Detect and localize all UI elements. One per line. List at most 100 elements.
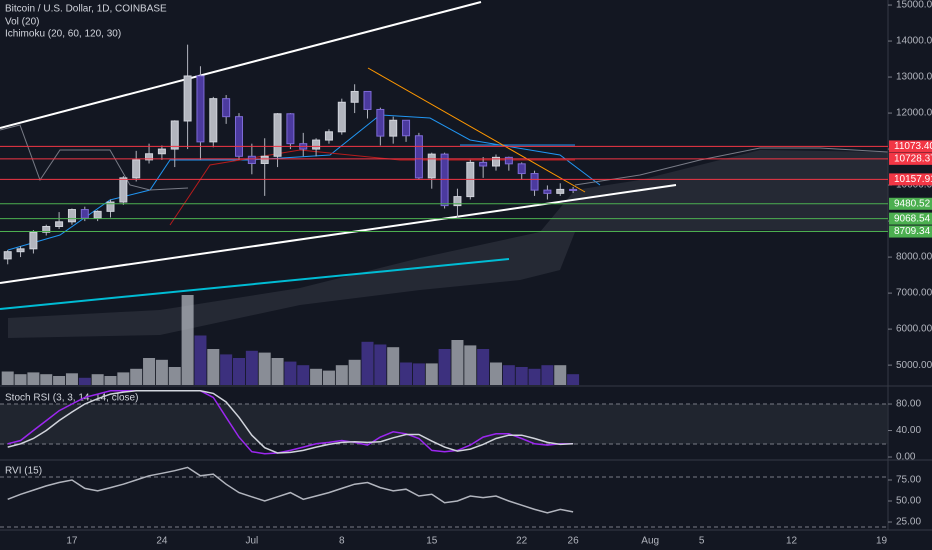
indicator-line — [7, 390, 574, 455]
volume-bar — [181, 295, 194, 385]
candle-body — [119, 177, 128, 203]
price-level-tag — [889, 225, 932, 238]
candle-body — [16, 248, 25, 253]
candle-body — [569, 188, 578, 191]
candle-body — [453, 196, 462, 207]
channel-bottom — [0, 184, 677, 284]
volume-bar — [438, 349, 451, 385]
y-tick-label: 12000.00 — [896, 108, 932, 119]
candle-body — [492, 156, 500, 167]
candle-body — [350, 90, 359, 103]
candle-body — [504, 156, 513, 165]
volume-bar — [567, 374, 580, 385]
candle-body — [363, 90, 372, 110]
candle-body — [55, 221, 64, 227]
volume-bar — [245, 350, 258, 385]
volume-bar — [220, 354, 233, 385]
y-tick-label: 50.00 — [896, 496, 921, 507]
x-tick-label: Jul — [245, 536, 258, 547]
candle-body — [402, 119, 411, 137]
volume-bar — [322, 370, 335, 385]
price-level-label: 9068.54 — [894, 213, 931, 224]
y-tick-label: 0.00 — [896, 452, 916, 463]
volume-bar — [387, 347, 400, 385]
candle-body — [273, 113, 282, 157]
x-tick-label: 12 — [786, 536, 798, 547]
candle-body — [157, 148, 166, 155]
volume-bar — [310, 368, 323, 385]
candle-body — [93, 210, 102, 219]
x-tick-label: 22 — [516, 536, 528, 547]
candle-body — [543, 189, 552, 194]
candle-body — [556, 188, 565, 194]
volume-bar — [271, 358, 284, 385]
price-level-label: 8709.34 — [894, 226, 931, 237]
indicator-line — [7, 390, 574, 454]
x-tick-label: Aug — [641, 536, 659, 547]
price-level-tag — [889, 140, 932, 153]
volume-bar — [528, 368, 541, 385]
candle-body — [235, 116, 243, 157]
candle-body — [247, 155, 256, 164]
ichimoku-base — [7, 114, 601, 251]
candle-body — [183, 75, 192, 122]
volume-bar — [425, 363, 438, 385]
candle-body — [80, 209, 89, 219]
volume-bar — [207, 349, 220, 385]
x-tick-label: 26 — [568, 536, 580, 547]
volume-bar — [258, 352, 271, 385]
downtrend — [367, 67, 586, 193]
candle-body — [29, 231, 38, 250]
candle-body — [209, 98, 218, 143]
candle-body — [414, 135, 423, 179]
volume-bar — [335, 365, 348, 385]
candle-body — [389, 119, 398, 137]
ichimoku-conversion — [169, 149, 575, 226]
candle-body — [479, 161, 488, 167]
volume-bar — [130, 368, 143, 385]
trend-cyan — [0, 258, 510, 310]
indicator-label: Ichimoku (20, 60, 120, 30) — [5, 29, 121, 40]
chart-title: Bitcoin / U.S. Dollar, 1D, COINBASE — [5, 4, 167, 15]
volume-bar — [361, 341, 374, 385]
channel-top — [0, 1, 482, 129]
volume-bar — [27, 372, 40, 385]
volume-bar — [14, 374, 27, 385]
candle-body — [106, 201, 115, 212]
y-tick-label: 6000.00 — [896, 324, 932, 335]
candle-body — [260, 155, 269, 164]
x-tick-label: 8 — [339, 536, 345, 547]
y-tick-label: 5000.00 — [896, 360, 932, 371]
price-level-tag — [889, 212, 932, 225]
volume-bar — [451, 340, 464, 385]
candle-body — [132, 159, 141, 179]
y-tick-label: 80.00 — [896, 399, 921, 410]
volume-bar — [412, 363, 425, 385]
price-level-tag — [889, 152, 932, 165]
candle-body — [170, 120, 179, 150]
volume-bar — [541, 365, 554, 385]
x-tick-label: 5 — [699, 536, 705, 547]
panel-title: RVI (15) — [5, 466, 42, 477]
y-tick-label: 13000.00 — [896, 72, 932, 83]
y-tick-label: 75.00 — [896, 475, 921, 486]
volume-bar — [477, 349, 490, 385]
x-tick-label: 24 — [156, 536, 168, 547]
volume-bar — [168, 367, 181, 385]
candle-body — [337, 101, 346, 133]
volume-bar — [490, 362, 502, 385]
x-tick-label: 17 — [66, 536, 78, 547]
ichimoku-cloud — [8, 150, 888, 338]
volume-bar — [65, 373, 78, 385]
y-tick-label: 8000.00 — [896, 252, 932, 263]
volume-bar — [284, 361, 297, 385]
candle-body — [3, 251, 12, 260]
y-tick-label: 40.00 — [896, 425, 921, 436]
candle-body — [427, 153, 436, 179]
y-tick-label: 25.00 — [896, 517, 921, 528]
ichimoku-lagging — [0, 124, 189, 191]
volume-bar — [554, 365, 567, 385]
candle-body — [376, 108, 385, 137]
price-level-tag — [889, 197, 932, 210]
